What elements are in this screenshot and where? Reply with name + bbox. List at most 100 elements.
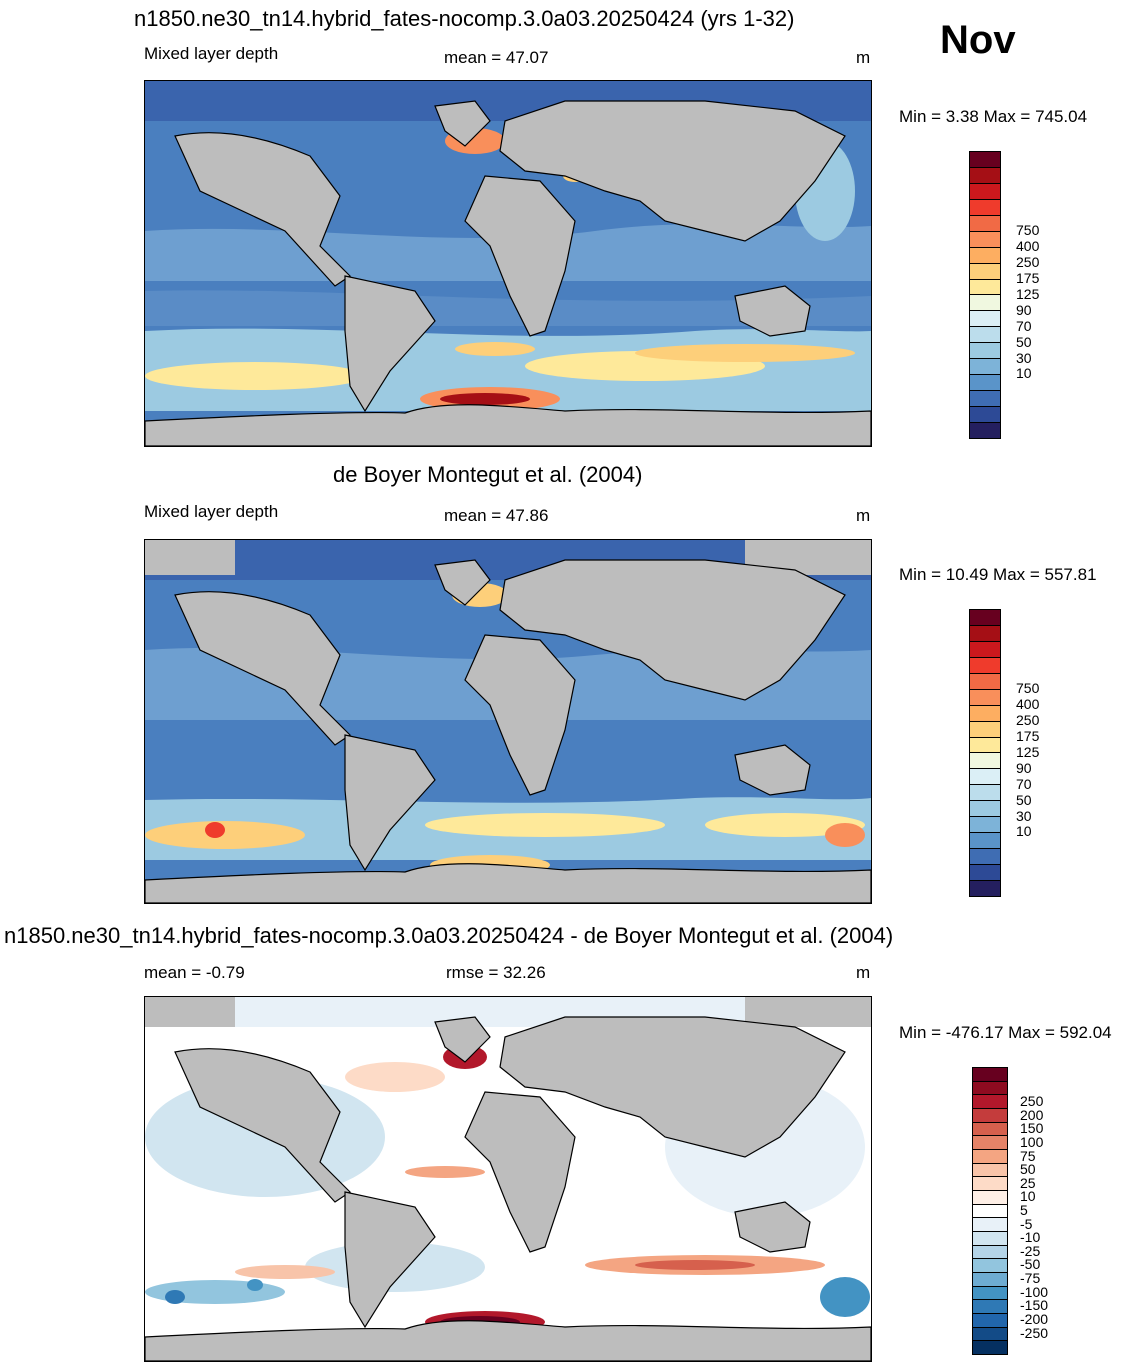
panel2-map bbox=[144, 539, 872, 904]
colorbar-segment bbox=[973, 1136, 1007, 1151]
colorbar-tick-label: 30 bbox=[1016, 349, 1032, 366]
colorbar-tick-label: 175 bbox=[1016, 270, 1040, 287]
colorbar-tick-label: 400 bbox=[1016, 696, 1040, 713]
colorbar-segment bbox=[970, 183, 1000, 200]
colorbar-segment bbox=[970, 407, 1000, 423]
panel2-colorbar bbox=[969, 609, 1001, 897]
colorbar-segment bbox=[970, 263, 1000, 280]
colorbar-segment bbox=[973, 1245, 1007, 1260]
colorbar-segment bbox=[970, 391, 1000, 407]
colorbar-segment bbox=[970, 422, 1000, 438]
colorbar-segment bbox=[970, 657, 1000, 674]
colorbar-tick-label: 250 bbox=[1016, 712, 1040, 729]
colorbar-tick-label: -5 bbox=[1020, 1215, 1033, 1232]
panel2-minmax-label: Min = 10.49 Max = 557.81 bbox=[899, 565, 1097, 584]
panel1-variable-label: Mixed layer depth bbox=[144, 44, 279, 63]
colorbar-segment bbox=[970, 705, 1000, 722]
panel3-colorbar bbox=[972, 1067, 1008, 1355]
colorbar-segment bbox=[973, 1204, 1007, 1219]
colorbar-segment bbox=[970, 199, 1000, 216]
panel2-unit-label: m bbox=[856, 506, 871, 525]
panel3-mean-label: mean = -0.79 bbox=[144, 963, 245, 982]
panel1-map bbox=[144, 80, 872, 447]
colorbar-segment bbox=[970, 865, 1000, 881]
colorbar-segment bbox=[970, 279, 1000, 296]
colorbar-segment bbox=[973, 1286, 1007, 1301]
panel3-unit-label: m bbox=[856, 963, 871, 982]
colorbar-segment bbox=[973, 1314, 1007, 1328]
colorbar-segment bbox=[973, 1259, 1007, 1274]
colorbar-tick-label: 400 bbox=[1016, 238, 1040, 255]
colorbar-tick-label: 100 bbox=[1020, 1133, 1044, 1150]
colorbar-segment bbox=[970, 689, 1000, 706]
colorbar-segment bbox=[970, 247, 1000, 264]
colorbar-segment bbox=[970, 817, 1000, 834]
colorbar-tick-label: -100 bbox=[1020, 1283, 1049, 1300]
colorbar-tick-label: 5 bbox=[1020, 1202, 1028, 1218]
colorbar-segment bbox=[970, 343, 1000, 360]
colorbar-segment bbox=[970, 167, 1000, 184]
month-label: Nov bbox=[940, 18, 1016, 62]
colorbar-tick-label: -10 bbox=[1020, 1229, 1041, 1246]
colorbar-segment bbox=[973, 1232, 1007, 1246]
colorbar-tick-label: 175 bbox=[1016, 728, 1040, 745]
colorbar-segment bbox=[973, 1341, 1007, 1355]
colorbar-segment bbox=[970, 753, 1000, 770]
colorbar-segment bbox=[970, 801, 1000, 818]
colorbar-segment bbox=[970, 295, 1000, 312]
panel1-mean-label: mean = 47.07 bbox=[444, 48, 549, 67]
panel1-colorbar-labels: 750 400 250 175 125 90 70 50 30 10 bbox=[1016, 151, 1076, 437]
colorbar-tick-label: 90 bbox=[1016, 759, 1032, 776]
colorbar-segment bbox=[970, 833, 1000, 850]
colorbar-segment bbox=[973, 1191, 1007, 1205]
colorbar-tick-label: 250 bbox=[1016, 254, 1040, 271]
colorbar-segment bbox=[973, 1218, 1007, 1233]
colorbar-tick-label: 50 bbox=[1020, 1161, 1036, 1178]
colorbar-segment bbox=[973, 1300, 1007, 1315]
panel2-title: de Boyer Montegut et al. (2004) bbox=[333, 462, 643, 487]
colorbar-segment bbox=[970, 721, 1000, 738]
colorbar-tick-label: -25 bbox=[1020, 1242, 1041, 1259]
colorbar-segment bbox=[973, 1177, 1007, 1192]
colorbar-segment bbox=[970, 152, 1000, 168]
colorbar-segment bbox=[970, 327, 1000, 344]
colorbar-segment bbox=[970, 359, 1000, 376]
colorbar-segment bbox=[973, 1095, 1007, 1110]
colorbar-segment bbox=[973, 1327, 1007, 1342]
colorbar-tick-label: -200 bbox=[1020, 1310, 1049, 1327]
colorbar-segment bbox=[970, 880, 1000, 896]
colorbar-tick-label: 70 bbox=[1016, 317, 1032, 334]
panel3-title: n1850.ne30_tn14.hybrid_fates-nocomp.3.0a… bbox=[4, 923, 894, 948]
panel3-colorbar-labels: 250 200 150 100 75 50 25 10 5 -5 -10 -25 -50 -75 -100-… bbox=[1020, 1067, 1080, 1353]
colorbar-segment bbox=[970, 610, 1000, 626]
colorbar-tick-label: 10 bbox=[1016, 823, 1032, 840]
colorbar-tick-label: 750 bbox=[1016, 222, 1040, 239]
colorbar-segment bbox=[970, 673, 1000, 690]
panel3-map bbox=[144, 996, 872, 1362]
panel2-colorbar-labels: 750 400 250 175 125 90 70 50 30 10 bbox=[1016, 609, 1076, 895]
panel1-unit-label: m bbox=[856, 48, 871, 67]
colorbar-segment bbox=[973, 1273, 1007, 1287]
colorbar-segment bbox=[973, 1150, 1007, 1164]
panel1-colorbar bbox=[969, 151, 1001, 439]
colorbar-segment bbox=[970, 231, 1000, 248]
colorbar-segment bbox=[970, 641, 1000, 658]
colorbar-segment bbox=[970, 625, 1000, 642]
colorbar-tick-label: -150 bbox=[1020, 1297, 1049, 1314]
panel2-mean-label: mean = 47.86 bbox=[444, 506, 549, 525]
colorbar-tick-label: 25 bbox=[1020, 1174, 1036, 1191]
colorbar-segment bbox=[973, 1122, 1007, 1137]
colorbar-segment bbox=[970, 311, 1000, 328]
colorbar-tick-label: 200 bbox=[1020, 1106, 1044, 1123]
colorbar-tick-label: 30 bbox=[1016, 807, 1032, 824]
colorbar-tick-label: 150 bbox=[1020, 1120, 1044, 1137]
colorbar-segment bbox=[970, 375, 1000, 392]
colorbar-segment bbox=[970, 769, 1000, 786]
colorbar-tick-label: 125 bbox=[1016, 286, 1040, 302]
colorbar-tick-label: 75 bbox=[1020, 1147, 1036, 1164]
colorbar-segment bbox=[970, 737, 1000, 754]
panel3-minmax-label: Min = -476.17 Max = 592.04 bbox=[899, 1023, 1112, 1042]
colorbar-tick-label: 70 bbox=[1016, 775, 1032, 792]
colorbar-segment bbox=[973, 1109, 1007, 1123]
colorbar-tick-label: 750 bbox=[1016, 680, 1040, 697]
